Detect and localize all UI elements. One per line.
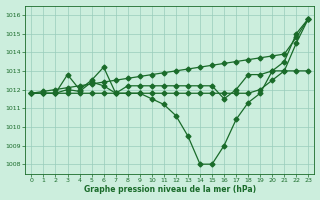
X-axis label: Graphe pression niveau de la mer (hPa): Graphe pression niveau de la mer (hPa): [84, 185, 256, 194]
